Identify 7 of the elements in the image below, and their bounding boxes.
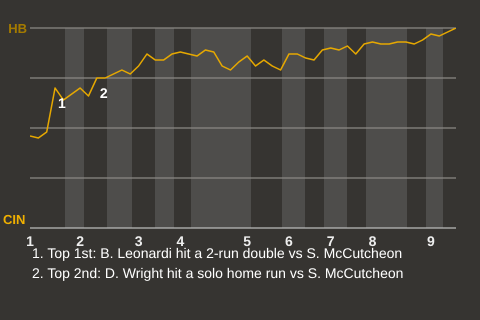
text: CIN [3,212,26,228]
x-tick-label: 1 [26,232,34,249]
annotation: 1 [58,95,66,111]
ref-line-label: HB [8,21,27,36]
x-tick-label: 9 [427,232,436,249]
text: 2. Top 2nd: D. Wright hit a solo home run vs S. McCutcheon [32,265,404,281]
annotation: 2 [100,85,108,101]
